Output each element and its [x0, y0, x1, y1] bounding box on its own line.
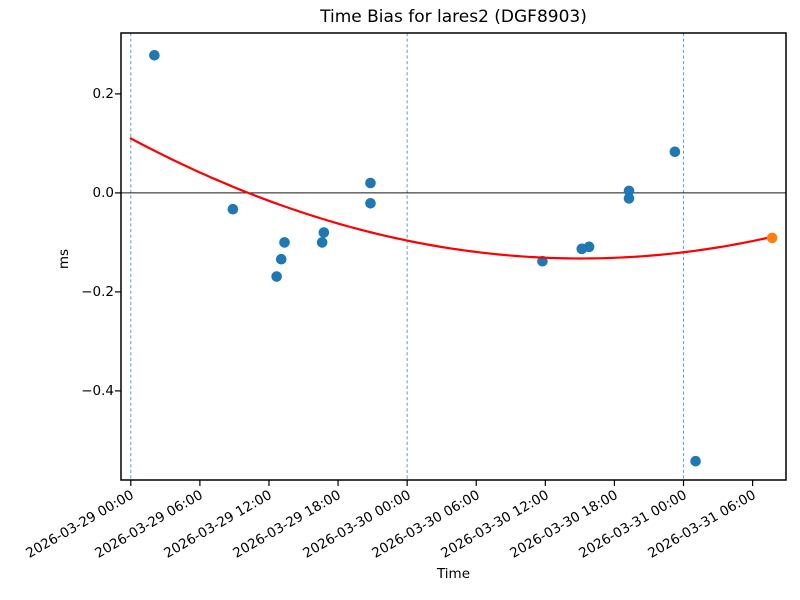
data-point	[583, 241, 595, 253]
data-point	[365, 177, 376, 189]
data-point	[318, 227, 330, 238]
data-point	[623, 185, 635, 197]
data-point	[623, 193, 635, 204]
axes-box	[120, 32, 787, 481]
y-axis-label: ms	[56, 248, 72, 270]
data-point	[669, 146, 681, 158]
y-tick-label: −0.2	[81, 283, 114, 300]
y-tick-label: 0.2	[92, 85, 114, 102]
y-tick-label: −0.4	[81, 382, 114, 399]
data-point	[365, 197, 376, 209]
trend-line	[129, 137, 774, 260]
x-axis-label: Time	[436, 566, 471, 582]
data-point	[271, 271, 282, 282]
data-point	[227, 203, 239, 215]
data-point	[279, 237, 290, 248]
highlighted-data-point	[766, 232, 778, 244]
y-tick-label: 0.0	[92, 184, 114, 201]
data-point	[149, 49, 160, 61]
chart-title: Time Bias for lares2 (DGF8903)	[320, 7, 587, 27]
plot-area	[115, 32, 787, 486]
data-point	[690, 455, 701, 467]
data-point	[316, 237, 328, 248]
data-point	[275, 253, 287, 265]
